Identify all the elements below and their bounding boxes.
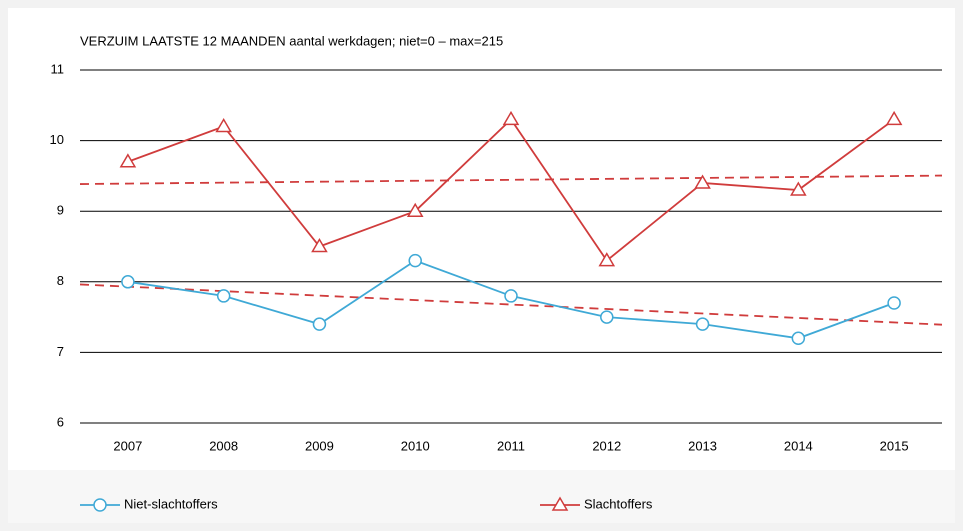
trendline [79, 174, 943, 185]
marker [790, 181, 807, 196]
chart-title: VERZUIM LAATSTE 12 MAANDEN aantal werkda… [80, 33, 503, 48]
marker [93, 498, 107, 512]
legend-label: Slachtoffers [584, 496, 653, 511]
x-tick-label: 2012 [592, 438, 621, 453]
marker [215, 117, 232, 133]
y-tick-label: 8 [57, 273, 64, 288]
x-tick-label: 2007 [113, 438, 142, 453]
marker [600, 310, 614, 324]
x-tick-label: 2015 [880, 438, 909, 453]
x-tick-label: 2009 [305, 438, 334, 453]
marker [694, 174, 711, 189]
y-tick-label: 9 [57, 203, 64, 218]
x-tick-label: 2010 [401, 438, 430, 453]
y-tick-label: 11 [51, 61, 65, 76]
marker [551, 496, 569, 511]
marker [408, 253, 422, 268]
y-tick-label: 7 [57, 344, 64, 359]
legend-area [8, 470, 955, 523]
marker [119, 153, 137, 168]
marker [598, 252, 616, 267]
marker [502, 110, 520, 126]
marker [695, 317, 710, 331]
x-tick-label: 2014 [784, 438, 813, 453]
marker [885, 110, 903, 126]
x-tick-label: 2008 [209, 438, 238, 453]
legend-label: Niet-slachtoffers [124, 496, 218, 511]
marker [216, 289, 231, 303]
marker [311, 238, 328, 253]
marker [406, 202, 424, 217]
marker [312, 317, 327, 331]
marker [791, 331, 806, 346]
panel [8, 8, 955, 523]
y-tick-label: 6 [57, 414, 64, 429]
x-tick-label: 2011 [497, 438, 525, 453]
marker [121, 275, 135, 289]
marker [504, 289, 518, 303]
x-tick-label: 2013 [688, 438, 717, 453]
y-tick-label: 10 [50, 132, 64, 147]
marker [887, 296, 901, 310]
